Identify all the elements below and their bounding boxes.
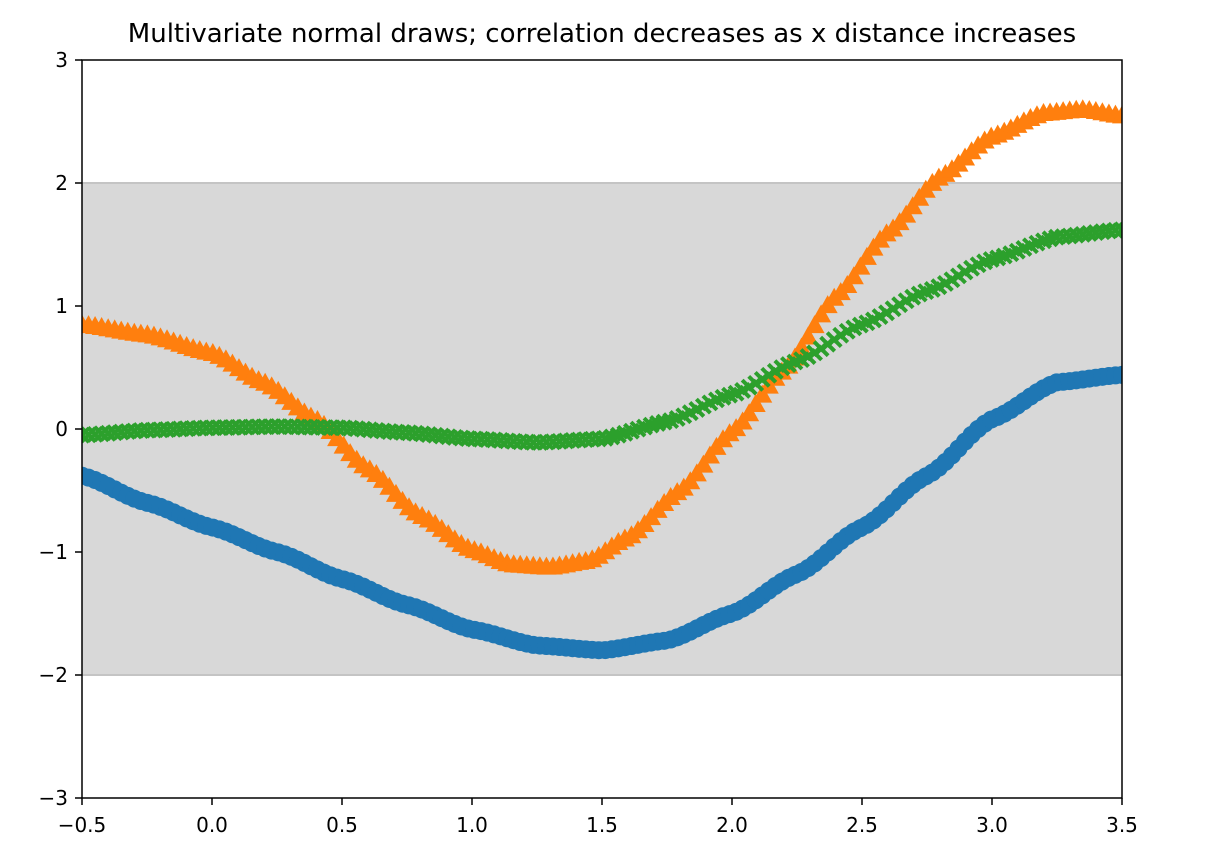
series-3-x: [82, 221, 1122, 451]
y-tick-label: −3: [39, 786, 68, 810]
y-tick-label: 1: [55, 294, 68, 318]
x-tick-label: 1.0: [456, 813, 488, 837]
point-triangle: [843, 266, 864, 285]
x-tick-label: 2.5: [846, 813, 878, 837]
y-tick-label: 0: [55, 417, 68, 441]
axes: −0.5 0.0 0.5 1.0 1.5 2.0 2.5 3.0 3.5 −3 −2 −1 0 1 2 3: [39, 48, 1138, 837]
point-triangle: [745, 394, 766, 413]
y-tick-label: −2: [39, 663, 68, 687]
x-tick-label: −0.5: [58, 813, 107, 837]
point-triangle: [804, 315, 825, 334]
point-circle: [1113, 365, 1122, 384]
point-triangle: [1112, 105, 1122, 124]
x-tick-label: 0.0: [196, 813, 228, 837]
point-triangle: [693, 454, 714, 473]
point-triangle: [798, 326, 819, 345]
chart-title: Multivariate normal draws; correlation d…: [128, 19, 1076, 49]
y-tick-label: 3: [55, 48, 68, 72]
plot-area: [82, 99, 1122, 676]
x-tick-label: 0.5: [326, 813, 358, 837]
x-tick-label: 3.5: [1106, 813, 1138, 837]
point-triangle: [850, 256, 871, 275]
point-triangle: [856, 246, 877, 265]
point-triangle: [811, 304, 832, 323]
x-tick-label: 2.0: [716, 813, 748, 837]
y-tick-label: 2: [55, 171, 68, 195]
series-1-circle: [82, 365, 1122, 660]
point-triangle: [739, 403, 760, 422]
point-triangle: [791, 337, 812, 356]
y-tick-label: −1: [39, 540, 68, 564]
x-tick-label: 1.5: [586, 813, 618, 837]
x-tick-label: 3.0: [976, 813, 1008, 837]
point-x: [1113, 221, 1122, 239]
